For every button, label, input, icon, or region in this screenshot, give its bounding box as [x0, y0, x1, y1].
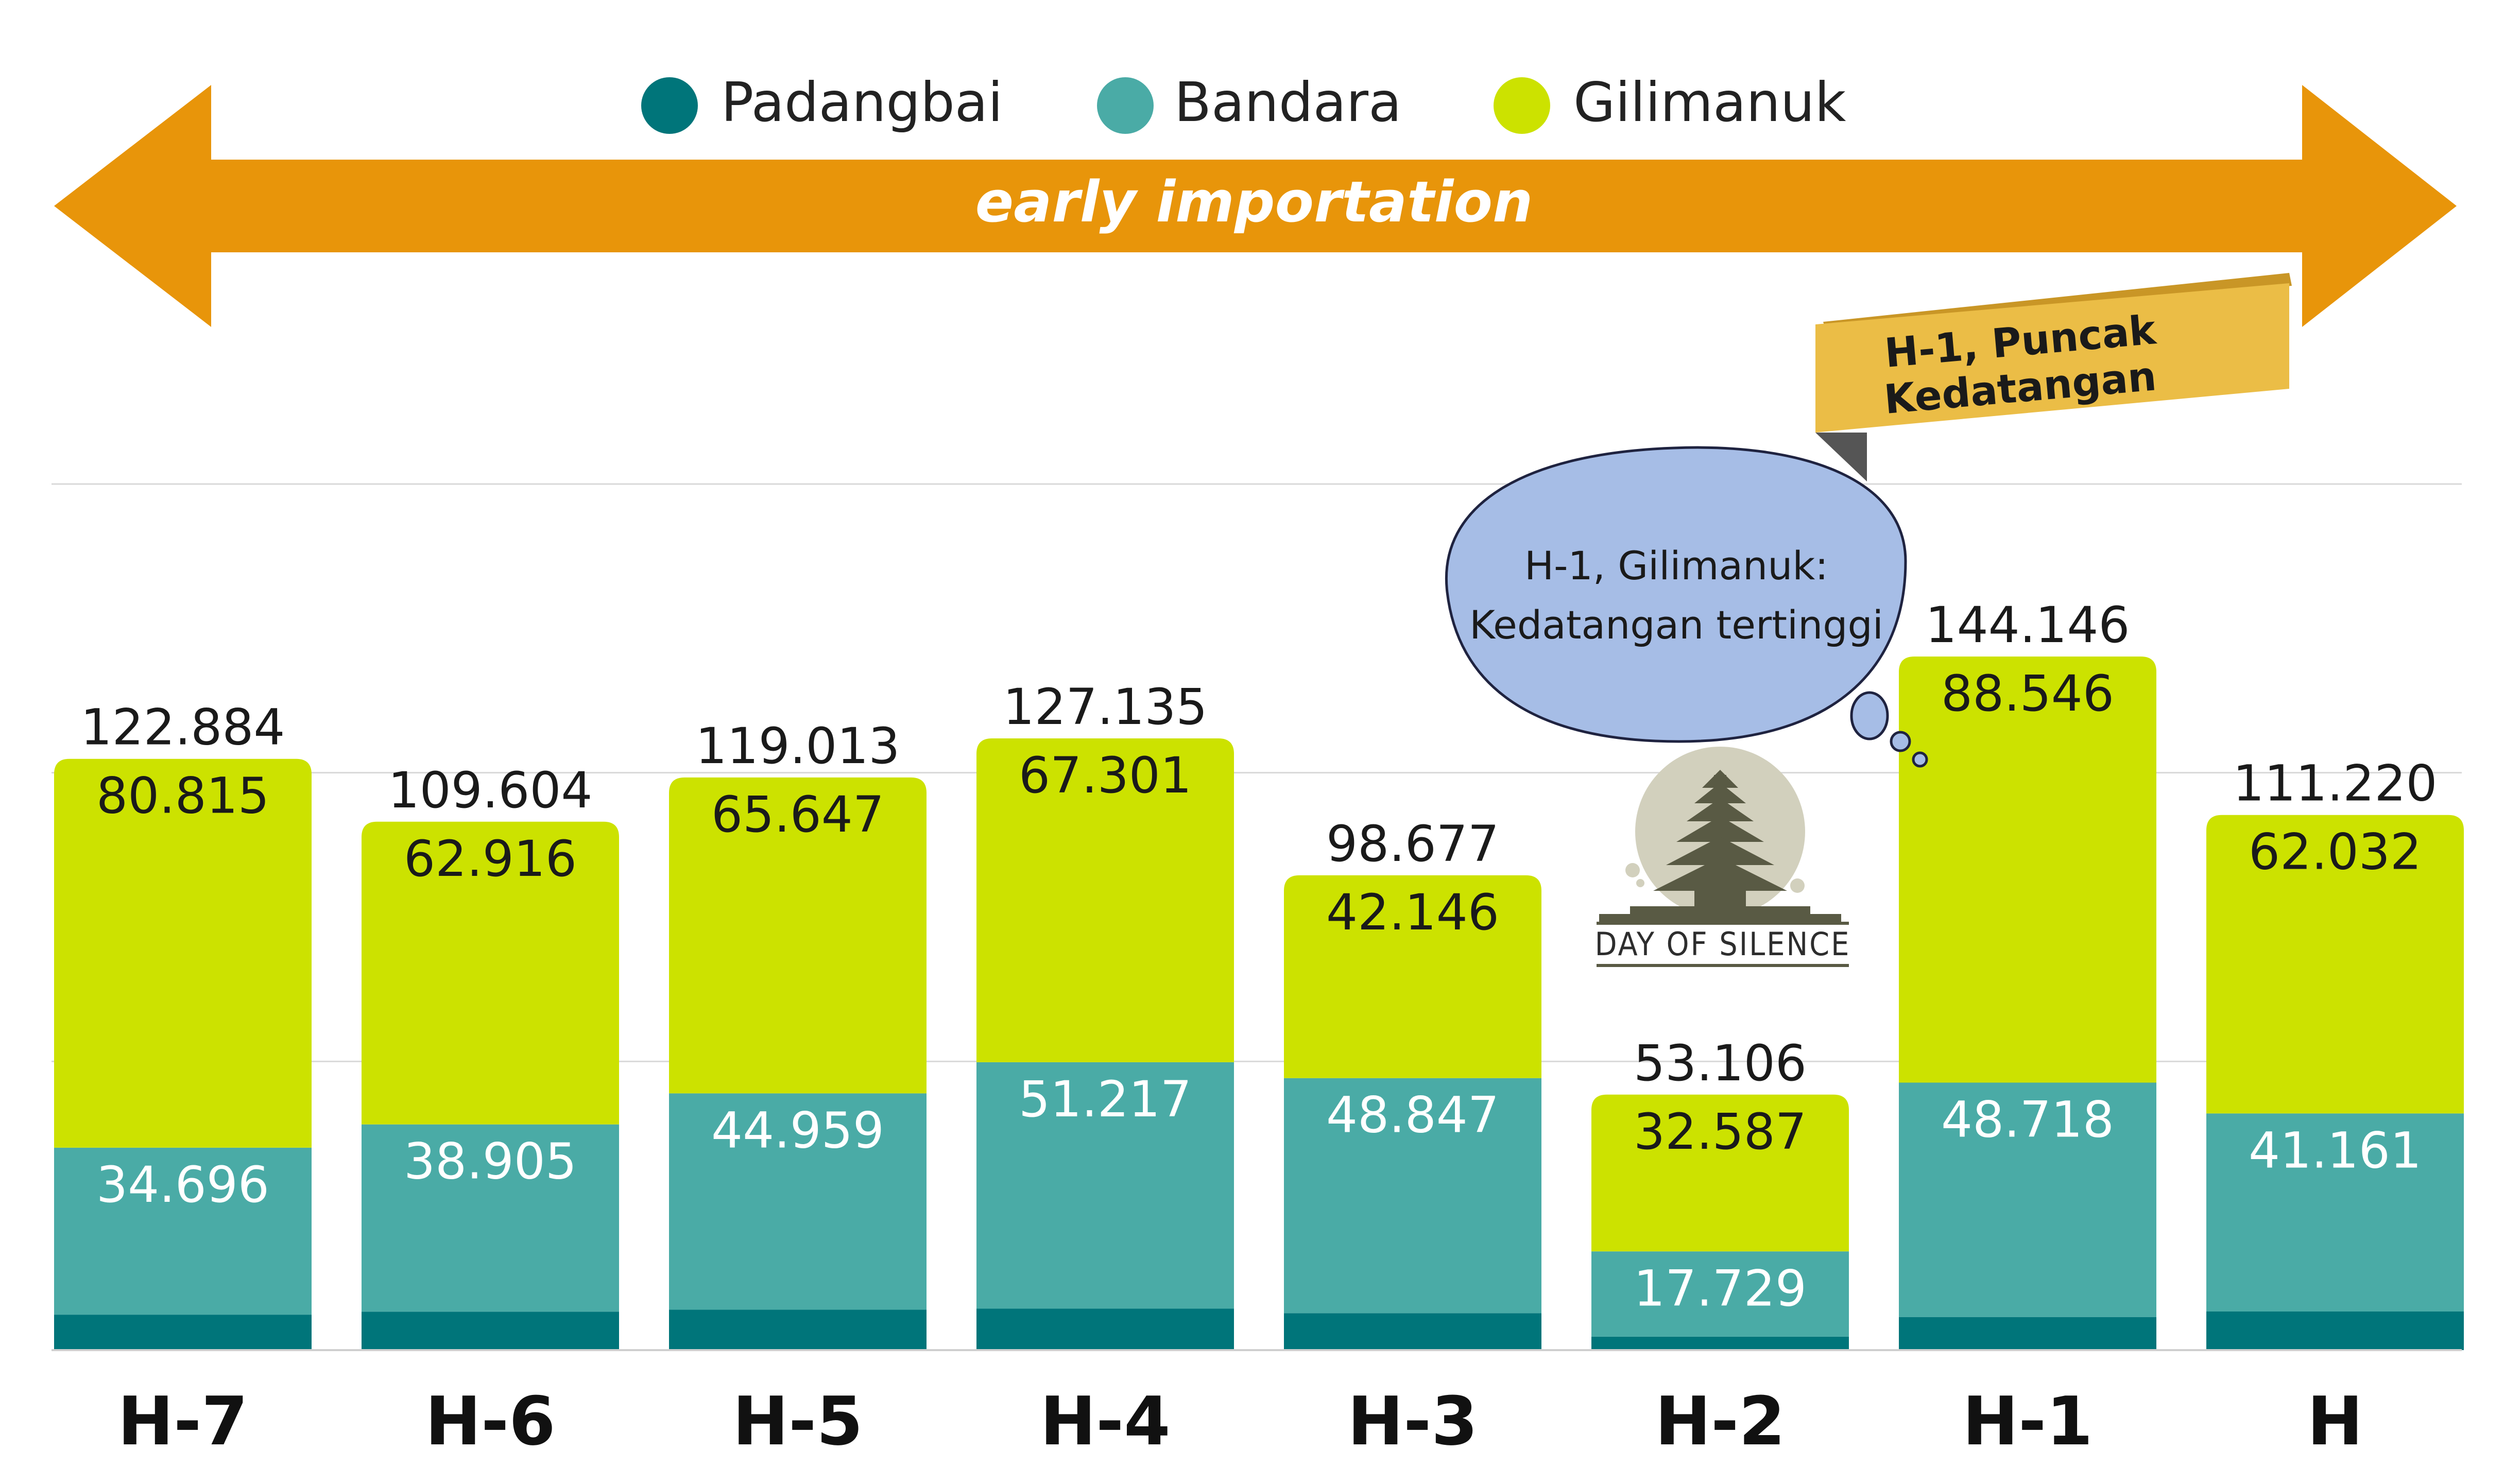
banner-tail [1815, 433, 1867, 481]
x-tick-label: H-4 [1040, 1382, 1170, 1460]
gilimanuk-value-label: 62.032 [2249, 823, 2422, 881]
x-tick-label: H-3 [1347, 1382, 1478, 1460]
total-label: 122.884 [81, 699, 285, 756]
bar-segment-gilimanuk [976, 738, 1234, 1062]
bar-segment-bandara [669, 1093, 927, 1310]
bar-segment-bandara [1899, 1082, 2156, 1317]
bandara-value-label: 41.161 [2249, 1121, 2422, 1179]
temple-pagoda-icon [1599, 770, 1841, 922]
bar-segment-bandara [2206, 1113, 2464, 1312]
gilimanuk-value-label: 42.146 [1326, 884, 1499, 941]
bar-group-h-1: 144.146 88.546 48.718 H-1 [1899, 596, 2156, 1460]
bar-segment-bandara [54, 1147, 312, 1315]
bar-segment-gilimanuk [1591, 1094, 1849, 1252]
day-of-silence-label: DAY OF SILENCE [1595, 925, 1851, 963]
bar-segment-bandara [362, 1124, 619, 1312]
legend-label-gilimanuk: Gilimanuk [1573, 71, 1846, 134]
thought-bubble: H-1, Gilimanuk: Kedatangan tertinggi [1445, 446, 1928, 768]
small-dot [1790, 878, 1805, 893]
gilimanuk-value-label: 88.546 [1941, 665, 2114, 722]
bandara-value-label: 48.847 [1326, 1086, 1499, 1144]
small-dot [1636, 879, 1644, 887]
bar-segment-bandara [976, 1062, 1234, 1309]
gilimanuk-value-label: 80.815 [96, 767, 269, 825]
total-label: 127.135 [1003, 678, 1208, 736]
bandara-value-label: 51.217 [1019, 1071, 1192, 1128]
day-of-silence-emblem: DAY OF SILENCE [1595, 747, 1851, 967]
x-tick-label: H [2307, 1382, 2363, 1460]
bar-segment-gilimanuk [1284, 875, 1541, 1078]
bubble-dot-large [1850, 691, 1889, 740]
bar-segment-gilimanuk [362, 821, 619, 1125]
bar-group-h-3: 98.677 42.146 48.847 H-3 [1284, 815, 1541, 1460]
bar-segment-padangbai [2206, 1311, 2464, 1350]
gilimanuk-value-label: 67.301 [1019, 747, 1192, 804]
bandara-value-label: 38.905 [404, 1133, 577, 1190]
x-tick-label: H-2 [1655, 1382, 1785, 1460]
legend: Padangbai Bandara Gilimanuk [641, 71, 1846, 134]
bar-segment-bandara [1284, 1078, 1541, 1314]
bar-group-h-6: 109.604 62.916 38.905 H-6 [362, 762, 619, 1460]
bar-segment-bandara [1591, 1251, 1849, 1337]
total-label: 98.677 [1326, 815, 1499, 873]
gilimanuk-value-label: 65.647 [711, 786, 884, 843]
bandara-value-label: 44.959 [711, 1101, 884, 1159]
gilimanuk-value-label: 62.916 [404, 830, 577, 888]
arrow-label: early importation [975, 169, 1533, 235]
peak-arrival-banner: H-1, Puncak Kedatangan [1815, 273, 2292, 481]
bar-segment-gilimanuk [54, 758, 312, 1148]
legend-label-bandara: Bandara [1174, 71, 1401, 134]
bubble-line-1: H-1, Gilimanuk: [1524, 543, 1828, 589]
x-tick-label: H-7 [117, 1382, 248, 1460]
bandara-value-label: 34.696 [96, 1156, 269, 1214]
x-tick-label: H-5 [732, 1382, 863, 1460]
legend-swatch-padangbai [641, 77, 698, 134]
bar-group-h-5: 119.013 65.647 44.959 H-5 [669, 717, 927, 1460]
bubble-dot-medium [1890, 731, 1911, 752]
legend-label-padangbai: Padangbai [721, 71, 1003, 134]
total-label: 53.106 [1634, 1034, 1807, 1092]
banner-body [1815, 283, 2289, 433]
early-importation-arrow: early importation [54, 85, 2457, 327]
bubble-dot-small [1912, 751, 1928, 768]
total-label: 144.146 [1926, 596, 2130, 654]
bubble-line-2: Kedatangan tertinggi [1469, 602, 1883, 648]
bar-group-h-4: 127.135 67.301 51.217 H-4 [976, 678, 1234, 1460]
bubble-body [1445, 446, 1907, 743]
bar-segment-padangbai [54, 1315, 312, 1350]
bar-group-h: 111.220 62.032 41.161 H [2206, 755, 2464, 1460]
x-tick-label: H-6 [425, 1382, 555, 1460]
legend-swatch-gilimanuk [1494, 77, 1550, 134]
total-label: 109.604 [388, 762, 593, 819]
bar-segment-gilimanuk [669, 777, 927, 1094]
bar-segment-padangbai [362, 1312, 619, 1350]
bar-segment-padangbai [1591, 1336, 1849, 1350]
gilimanuk-value-label: 32.587 [1634, 1103, 1807, 1161]
bar-segment-padangbai [1899, 1317, 2156, 1350]
bars: 122.884 80.815 34.696 H-7 109.604 62.916 38.90… [54, 596, 2464, 1460]
small-dot [1625, 863, 1640, 877]
bar-segment-padangbai [669, 1309, 927, 1350]
bandara-value-label: 48.718 [1941, 1091, 2114, 1148]
bar-segment-gilimanuk [1899, 657, 2156, 1083]
total-label: 119.013 [696, 717, 900, 775]
legend-swatch-bandara [1097, 77, 1154, 134]
double-arrow-shape [54, 85, 2457, 327]
bar-group-h-2: 53.106 32.587 17.729 H-2 [1591, 1034, 1849, 1460]
bar-segment-gilimanuk [2206, 815, 2464, 1114]
bar-segment-padangbai [1284, 1313, 1541, 1350]
bar-group-h-7: 122.884 80.815 34.696 H-7 [54, 699, 312, 1460]
bar-segment-padangbai [976, 1308, 1234, 1350]
silence-label-line [1597, 922, 1849, 925]
x-tick-label: H-1 [1962, 1382, 2093, 1460]
silence-label-line [1597, 964, 1849, 967]
total-label: 111.220 [2233, 755, 2438, 813]
bandara-value-label: 17.729 [1634, 1259, 1807, 1317]
